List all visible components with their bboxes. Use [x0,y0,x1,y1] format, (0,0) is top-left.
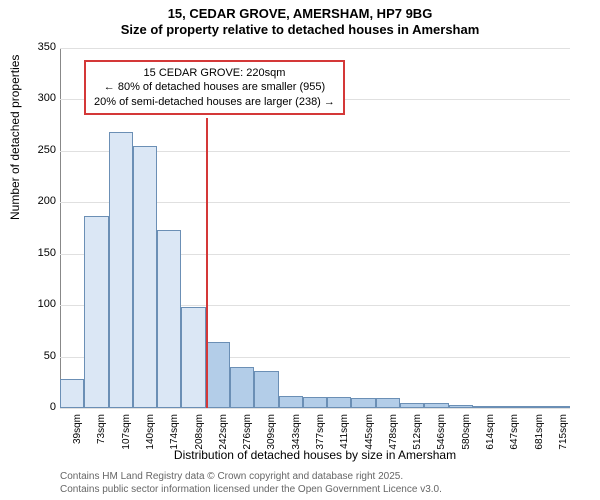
histogram-bar [60,379,84,408]
histogram-bar [449,405,473,408]
histogram-bar [133,146,157,408]
y-tick-label: 300 [30,92,56,104]
histogram-bar [157,230,181,408]
chart-title: 15, CEDAR GROVE, AMERSHAM, HP7 9BG [0,6,600,21]
histogram-bar [473,406,497,408]
histogram-bar [206,342,230,408]
y-tick-label: 350 [30,41,56,53]
chart-plot-area: 05010015020025030035039sqm73sqm107sqm140… [60,48,570,408]
histogram-bar [279,396,303,408]
y-tick-label: 0 [30,401,56,413]
property-callout: 15 CEDAR GROVE: 220sqm← 80% of detached … [84,60,345,115]
histogram-bar [521,406,545,408]
y-tick-label: 200 [30,195,56,207]
footer-line-2: Contains public sector information licen… [60,483,442,496]
chart-container: 15, CEDAR GROVE, AMERSHAM, HP7 9BG Size … [0,0,600,500]
x-axis-label: Distribution of detached houses by size … [60,448,570,462]
histogram-bar [546,406,570,408]
histogram-bar [351,398,375,408]
callout-line-1: 15 CEDAR GROVE: 220sqm [94,66,335,80]
property-marker-line [206,118,208,408]
y-gridline [60,408,570,409]
y-axis-label: Number of detached properties [8,55,22,220]
footer-line-1: Contains HM Land Registry data © Crown c… [60,470,442,483]
callout-line-2: ← 80% of detached houses are smaller (95… [94,80,335,94]
callout-line-3: 20% of semi-detached houses are larger (… [94,95,335,109]
histogram-bar [181,307,205,408]
y-gridline [60,48,570,49]
histogram-bar [303,397,327,408]
histogram-bar [109,132,133,408]
histogram-bar [424,403,448,408]
chart-subtitle: Size of property relative to detached ho… [0,22,600,37]
histogram-bar [327,397,351,408]
histogram-bar [400,403,424,408]
y-tick-label: 100 [30,298,56,310]
histogram-bar [254,371,278,408]
y-axis-line [60,48,61,408]
y-tick-label: 50 [30,350,56,362]
histogram-bar [497,406,521,408]
y-tick-label: 150 [30,247,56,259]
y-tick-label: 250 [30,144,56,156]
histogram-bar [84,216,108,408]
histogram-bar [376,398,400,408]
histogram-bar [230,367,254,408]
chart-footer: Contains HM Land Registry data © Crown c… [60,470,442,496]
